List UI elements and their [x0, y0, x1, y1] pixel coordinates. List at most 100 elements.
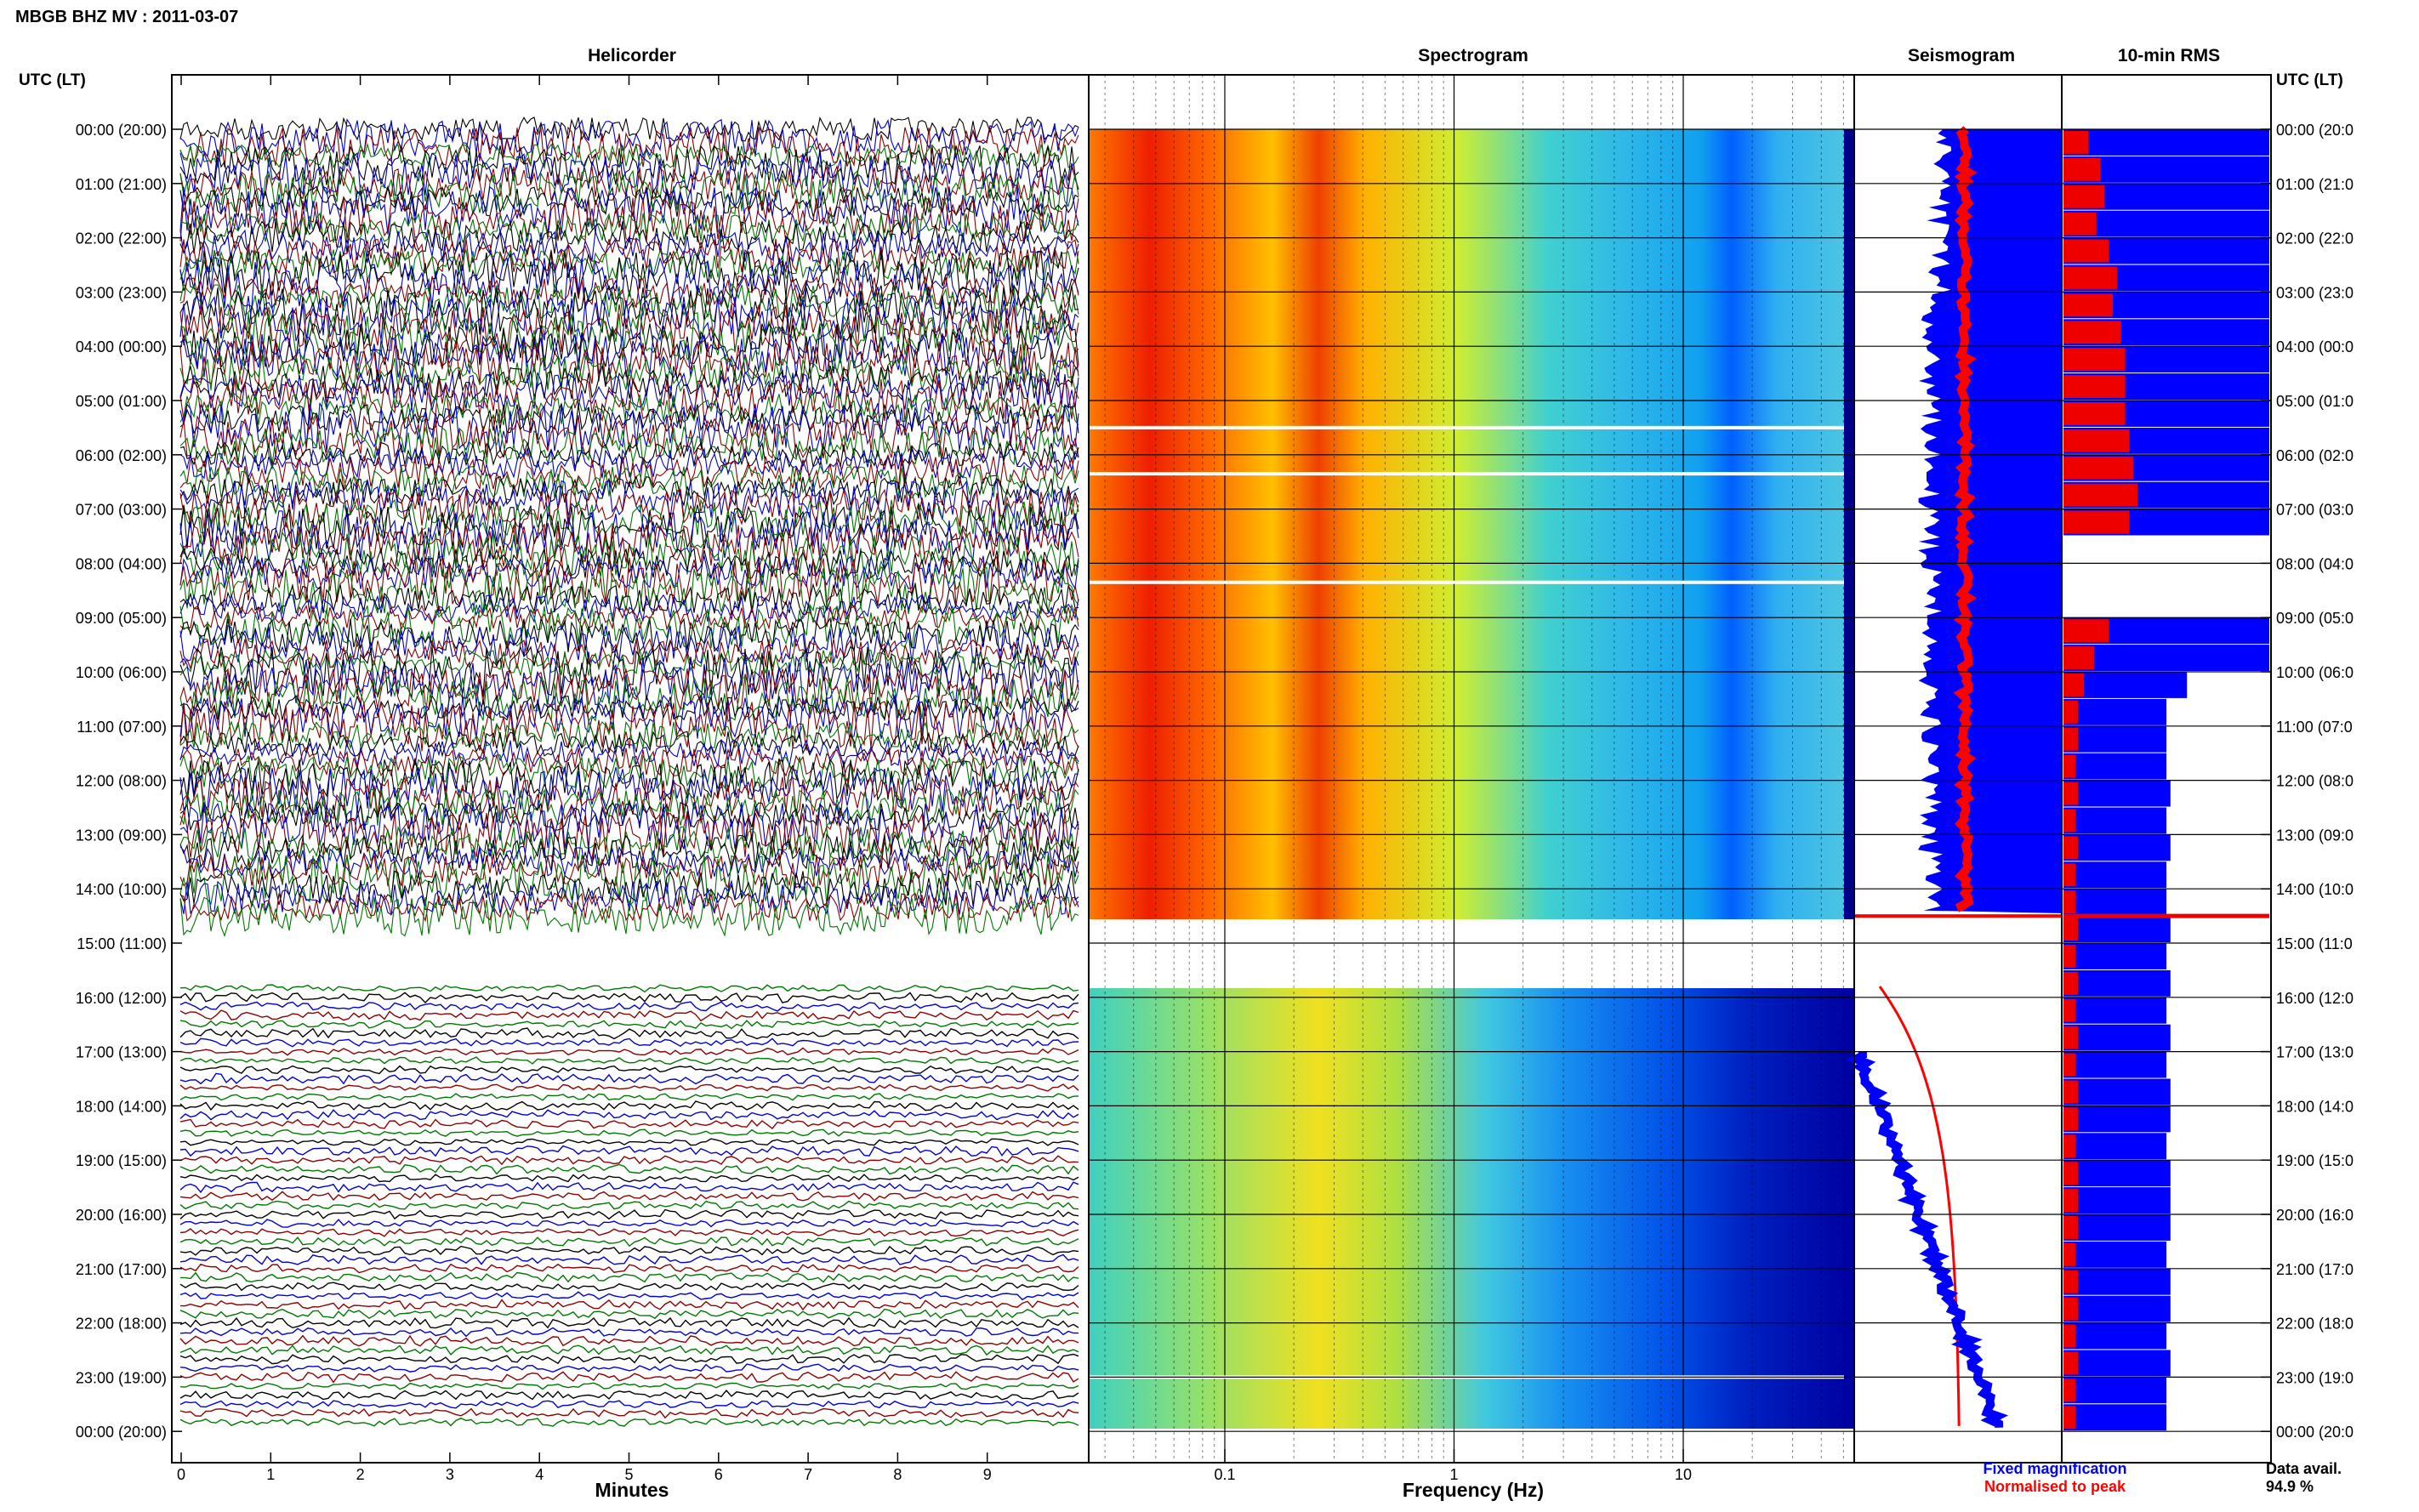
utc-label-left: UTC (LT): [19, 71, 86, 89]
rms-title: 10-min RMS: [2118, 46, 2220, 65]
rms-bar-normalised: [2063, 510, 2130, 534]
helicorder-trace: [179, 1291, 1079, 1301]
time-label-left: 00:00 (20:00): [76, 122, 167, 139]
rms-bar-fixed: [2063, 1377, 2166, 1404]
rms-bar-fixed: [2063, 997, 2166, 1024]
time-label-right: 18:00 (14:0: [2276, 1098, 2354, 1115]
time-label-left: 04:00 (00:00): [76, 338, 167, 355]
seismogram-fixed-upper: [1918, 129, 2062, 913]
helicorder-trace: [179, 701, 1079, 752]
helicorder-trace: [179, 984, 1079, 993]
helicorder-trace: [179, 282, 1079, 320]
helicorder-trace: [179, 810, 1079, 861]
time-label-right: 19:00 (15:0: [2276, 1152, 2354, 1169]
time-label-right: 14:00 (10:0: [2276, 881, 2354, 898]
time-label-right: 10:00 (06:0: [2276, 664, 2354, 681]
helicorder-trace: [179, 1174, 1079, 1183]
time-label-left: 02:00 (22:00): [76, 230, 167, 247]
helicorder-trace: [179, 413, 1079, 460]
helicorder-trace: [179, 1072, 1079, 1085]
rms-bar-normalised: [2063, 266, 2117, 290]
rms-bar-fixed: [2063, 753, 2166, 780]
helicorder-trace: [179, 364, 1079, 401]
rms-bar-normalised: [2063, 918, 2078, 941]
time-label-left: 01:00 (21:00): [76, 176, 167, 193]
rms-bar-normalised: [2063, 239, 2109, 263]
helicorder-trace: [179, 1353, 1079, 1365]
time-label-right: 11:00 (07:0: [2276, 719, 2353, 736]
time-label-right: 08:00 (04:0: [2276, 555, 2354, 572]
freq-tick-label: 1: [1449, 1466, 1458, 1483]
time-label-right: 03:00 (23:0: [2276, 284, 2354, 301]
helicorder-trace: [179, 1400, 1079, 1409]
helicorder-trace: [179, 454, 1079, 491]
helicorder-trace: [179, 339, 1079, 389]
hour-gridlines: [172, 128, 2271, 1432]
helicorder-trace: [179, 118, 1079, 158]
helicorder-trace: [179, 1245, 1079, 1256]
rms-bar-normalised: [2063, 1189, 2078, 1212]
rms-bar-normalised: [2063, 212, 2097, 236]
helicorder-trace: [179, 1009, 1079, 1022]
time-label-left: 08:00 (04:00): [76, 555, 167, 572]
rms-bar-normalised: [2063, 1134, 2076, 1158]
time-label-right: 06:00 (02:0: [2276, 447, 2354, 464]
time-label-right: 00:00 (20:0: [2276, 122, 2354, 139]
rms-bar-fixed: [2063, 861, 2166, 889]
helicorder-trace: [179, 402, 1079, 453]
helicorder-trace: [179, 464, 1079, 499]
seismogram-title: Seismogram: [1908, 46, 2015, 65]
helicorder-trace: [179, 355, 1079, 393]
seismogram-normalised-upper: [1953, 126, 1978, 912]
rms-bar-fixed: [2063, 1024, 2171, 1051]
helicorder-trace: [179, 739, 1079, 769]
helicorder-trace: [179, 1308, 1079, 1320]
helicorder-trace: [179, 304, 1079, 354]
rms-bar-normalised: [2063, 646, 2095, 669]
time-label-left: 14:00 (10:00): [76, 881, 167, 898]
rms-bar-normalised: [2063, 674, 2085, 696]
rms-bar-normalised: [2063, 375, 2126, 398]
time-label-left: 21:00 (17:00): [76, 1261, 167, 1278]
rms-bar-normalised: [2063, 1080, 2078, 1104]
helicorder-trace: [179, 425, 1079, 466]
helicorder-trace: [179, 1327, 1079, 1338]
time-label-right: 16:00 (12:0: [2276, 990, 2354, 1007]
rms-bar-fixed: [2063, 1295, 2171, 1322]
rms-bar-fixed: [2063, 725, 2166, 753]
time-label-left: 23:00 (19:00): [76, 1369, 167, 1386]
helicorder-trace: [179, 1037, 1079, 1048]
helicorder-trace: [179, 852, 1079, 890]
minute-tick-label: 2: [356, 1466, 365, 1483]
helicorder-trace: [179, 311, 1079, 362]
time-label-left: 13:00 (09:00): [76, 827, 167, 844]
helicorder-trace: [179, 1065, 1079, 1075]
seismogram-panel: [1846, 126, 2062, 1428]
rms-bar-normalised: [2063, 402, 2126, 425]
spectrogram-bottom-fill: [1089, 988, 1854, 1429]
helicorder-trace: [179, 1191, 1079, 1202]
helicorder-trace: [179, 603, 1079, 649]
helicorder-title: Helicorder: [588, 46, 676, 65]
time-label-right: 17:00 (13:0: [2276, 1044, 2354, 1061]
rms-bar-fixed: [2063, 1214, 2171, 1241]
rms-bar-normalised: [2063, 157, 2101, 181]
helicorder-trace: [179, 766, 1079, 814]
helicorder-trace: [179, 142, 1079, 170]
helicorder-trace: [179, 992, 1079, 1003]
helicorder-trace: [179, 1093, 1079, 1101]
helicorder-trace: [179, 1316, 1079, 1329]
rms-bar-normalised: [2063, 1351, 2078, 1375]
seismogram-fixed-lower: [1846, 1051, 2009, 1428]
helicorder-trace: [179, 1020, 1079, 1030]
rms-bar-normalised: [2063, 1242, 2076, 1266]
helicorder-trace: [179, 1163, 1079, 1175]
helicorder-trace: [179, 248, 1079, 281]
helicorder-trace: [179, 522, 1079, 567]
time-axis-left: 00:00 (20:00) 01:00 (21:00) 02:00 (22:00) 0…: [76, 122, 167, 1441]
helicorder-trace: [179, 475, 1079, 507]
helicorder-trace: [179, 845, 1079, 879]
helicorder-trace: [179, 1181, 1079, 1194]
utc-label-right: UTC (LT): [2276, 71, 2343, 89]
rms-bar-fixed: [2063, 889, 2166, 916]
